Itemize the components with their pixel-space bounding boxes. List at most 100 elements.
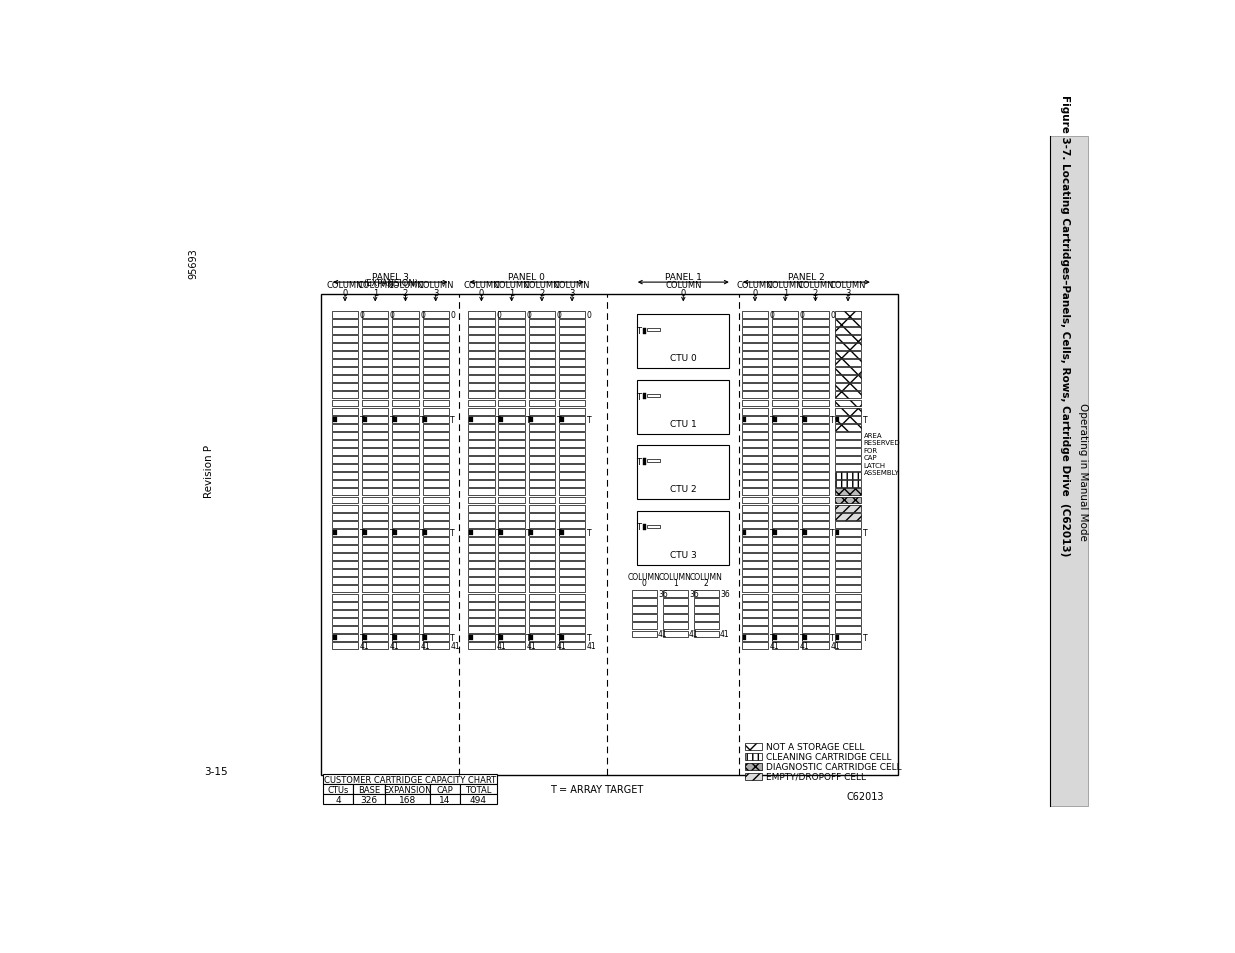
Bar: [772, 505, 798, 512]
Bar: [559, 529, 585, 537]
Text: CTU 0: CTU 0: [669, 354, 697, 363]
Bar: [643, 524, 646, 531]
Bar: [559, 424, 585, 432]
Bar: [362, 416, 389, 423]
Bar: [772, 335, 798, 342]
Bar: [559, 328, 585, 335]
Bar: [529, 319, 555, 326]
Bar: [393, 635, 419, 641]
Bar: [835, 456, 861, 463]
Bar: [529, 384, 555, 391]
Bar: [468, 602, 494, 609]
Bar: [742, 473, 768, 479]
Bar: [362, 449, 389, 456]
Bar: [332, 636, 336, 640]
Bar: [742, 513, 768, 520]
Bar: [835, 473, 861, 479]
Bar: [393, 384, 419, 391]
Bar: [422, 433, 448, 439]
Bar: [529, 344, 555, 351]
Bar: [362, 529, 389, 537]
Bar: [362, 602, 389, 609]
Bar: [835, 335, 861, 342]
Text: 41: 41: [390, 641, 400, 650]
Bar: [835, 368, 861, 375]
Bar: [559, 368, 585, 375]
Bar: [529, 545, 555, 553]
Bar: [324, 784, 353, 795]
Bar: [803, 456, 829, 463]
Bar: [529, 602, 555, 609]
Bar: [803, 400, 829, 407]
Bar: [835, 424, 861, 432]
Text: 36: 36: [658, 590, 668, 598]
Bar: [835, 505, 861, 512]
Text: T: T: [830, 528, 835, 537]
Text: T: T: [863, 528, 867, 537]
Bar: [559, 570, 585, 577]
Bar: [530, 636, 534, 640]
Bar: [499, 433, 525, 439]
Bar: [803, 513, 829, 520]
Bar: [362, 481, 389, 488]
Bar: [422, 497, 448, 504]
Bar: [772, 626, 798, 633]
Text: 3: 3: [433, 289, 438, 297]
Bar: [529, 368, 555, 375]
Bar: [742, 529, 768, 537]
Bar: [835, 440, 861, 447]
Bar: [499, 594, 525, 601]
Bar: [499, 368, 525, 375]
Bar: [468, 408, 494, 416]
Bar: [499, 545, 525, 553]
Bar: [332, 319, 358, 326]
Bar: [499, 328, 525, 335]
Bar: [499, 359, 525, 367]
Bar: [772, 440, 798, 447]
Bar: [468, 570, 494, 577]
Bar: [835, 513, 861, 520]
Bar: [332, 578, 358, 585]
Bar: [385, 795, 430, 804]
Bar: [332, 335, 358, 342]
Bar: [742, 417, 746, 422]
Bar: [529, 456, 555, 463]
Bar: [529, 610, 555, 617]
Text: 1: 1: [373, 289, 378, 297]
Bar: [773, 636, 777, 640]
Text: EMPTY/DROPOFF CELL: EMPTY/DROPOFF CELL: [766, 772, 866, 781]
Bar: [362, 497, 389, 504]
Bar: [332, 417, 336, 422]
Bar: [742, 433, 768, 439]
Bar: [468, 537, 494, 544]
Bar: [772, 433, 798, 439]
Bar: [772, 449, 798, 456]
Bar: [637, 380, 730, 435]
Bar: [393, 417, 396, 422]
Text: 41: 41: [800, 641, 810, 650]
Text: T: T: [496, 634, 500, 642]
Bar: [362, 465, 389, 472]
Text: T: T: [636, 327, 641, 335]
Text: T: T: [800, 634, 804, 642]
Bar: [362, 408, 389, 416]
Bar: [499, 344, 525, 351]
Bar: [745, 762, 762, 770]
Bar: [835, 642, 861, 649]
Bar: [393, 408, 419, 416]
Bar: [742, 505, 768, 512]
Bar: [499, 610, 525, 617]
Bar: [499, 642, 525, 649]
Text: T: T: [769, 416, 774, 424]
Text: 2: 2: [540, 289, 545, 297]
Text: 0: 0: [587, 311, 592, 319]
Bar: [772, 570, 798, 577]
Bar: [422, 505, 448, 512]
Bar: [422, 594, 448, 601]
Bar: [422, 489, 448, 496]
Bar: [332, 375, 358, 383]
Text: T: T: [390, 416, 395, 424]
Bar: [742, 570, 768, 577]
Bar: [393, 456, 419, 463]
Bar: [529, 328, 555, 335]
